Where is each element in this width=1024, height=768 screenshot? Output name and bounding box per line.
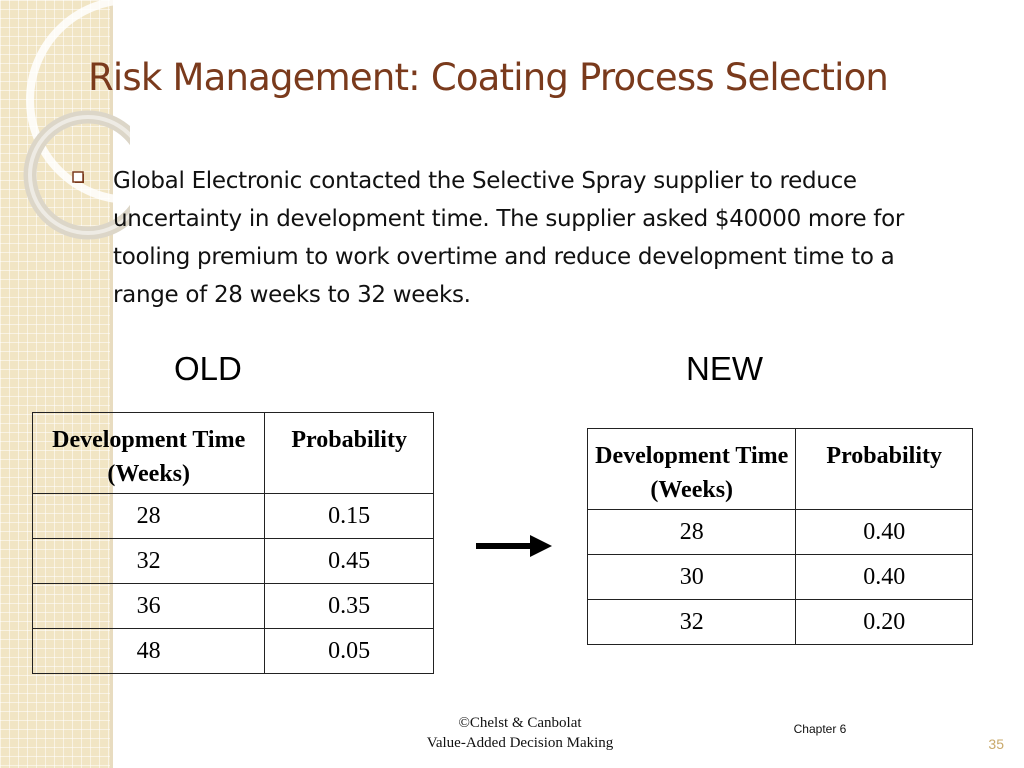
table-cell: 0.05 — [264, 628, 434, 674]
old-probability-table: Development Time (Weeks) Probability 28 … — [31, 412, 434, 674]
table-header-row: Development Time (Weeks) Probability — [586, 428, 973, 510]
table-cell: 0.15 — [264, 493, 434, 539]
right-arrow-icon — [476, 535, 552, 557]
table-cell: 48 — [31, 628, 266, 674]
table-cell: 0.40 — [795, 554, 973, 600]
table-cell: 32 — [31, 538, 266, 584]
table-row: 30 0.40 — [586, 554, 973, 600]
new-probability-table: Development Time (Weeks) Probability 28 … — [586, 428, 973, 645]
table-cell: 30 — [586, 554, 797, 600]
table-row: 36 0.35 — [31, 583, 434, 629]
column-header-development-time: Development Time (Weeks) — [31, 412, 266, 494]
slide-title: Risk Management: Coating Process Selecti… — [88, 56, 889, 99]
old-table-label: OLD — [174, 350, 242, 387]
table-cell: 0.35 — [264, 583, 434, 629]
new-table-label: NEW — [686, 350, 763, 387]
footer-credits: ©Chelst & Canbolat Value-Added Decision … — [380, 713, 660, 753]
checkbox-bullet-icon — [72, 171, 84, 183]
column-header-development-time: Development Time (Weeks) — [586, 428, 797, 510]
table-cell: 28 — [31, 493, 266, 539]
strip-divider — [110, 0, 113, 768]
column-header-probability: Probability — [795, 428, 973, 510]
table-cell: 0.40 — [795, 509, 973, 555]
table-row: 28 0.40 — [586, 509, 973, 555]
table-cell: 0.45 — [264, 538, 434, 584]
table-row: 48 0.05 — [31, 628, 434, 674]
table-header-row: Development Time (Weeks) Probability — [31, 412, 434, 494]
table-cell: 28 — [586, 509, 797, 555]
page-number: 35 — [988, 736, 1004, 752]
decorative-circles-icon — [23, 0, 130, 240]
table-row: 32 0.45 — [31, 538, 434, 584]
table-cell: 36 — [31, 583, 266, 629]
table-cell: 32 — [586, 599, 797, 645]
footer-copyright: ©Chelst & Canbolat — [458, 715, 582, 731]
table-cell: 0.20 — [795, 599, 973, 645]
bullet-text: Global Electronic contacted the Selectiv… — [113, 168, 905, 308]
table-row: 32 0.20 — [586, 599, 973, 645]
footer-chapter: Chapter 6 — [793, 722, 847, 736]
footer-book-title: Value-Added Decision Making — [426, 735, 614, 751]
column-header-probability: Probability — [264, 412, 434, 494]
table-row: 28 0.15 — [31, 493, 434, 539]
